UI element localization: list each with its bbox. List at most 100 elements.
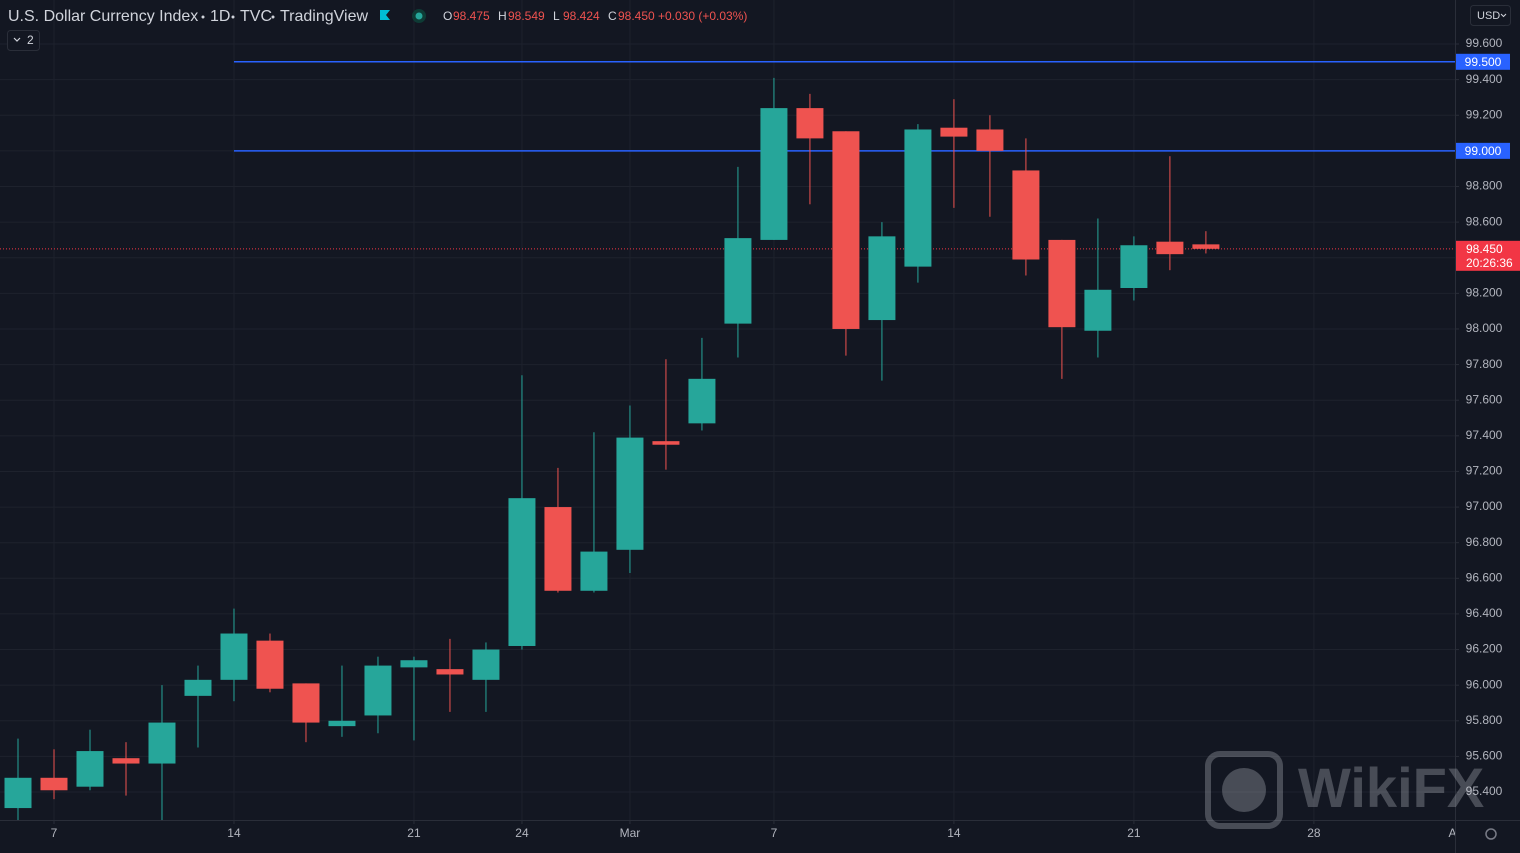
candle-body	[940, 127, 968, 137]
candle-body	[328, 720, 356, 727]
y-tick-label: 97.800	[1466, 357, 1503, 371]
settings-icon[interactable]	[1485, 828, 1497, 840]
legend-change: +0.030 (+0.03%)	[658, 9, 747, 23]
y-tick-label: 98.200	[1466, 286, 1503, 300]
price-label-box	[1456, 53, 1510, 70]
x-tick-label: 14	[947, 826, 961, 840]
y-tick-label: 96.000	[1466, 677, 1503, 691]
candle-body	[1156, 241, 1184, 255]
candle-body	[688, 378, 716, 424]
price-label: 99.000	[1465, 144, 1502, 158]
indicator-toggle-box[interactable]	[7, 30, 40, 51]
candle-body	[184, 679, 212, 696]
candle-body	[472, 649, 500, 680]
y-tick-label: 97.400	[1466, 428, 1503, 442]
y-tick-label: 95.600	[1466, 749, 1503, 763]
separator	[271, 15, 275, 19]
candle-body	[148, 722, 176, 764]
x-tick-label: 7	[771, 826, 778, 840]
legend-key: C	[608, 9, 617, 23]
candle-body	[652, 441, 680, 445]
legend-key: L	[553, 9, 560, 23]
candle-body	[760, 108, 788, 240]
legend-value: 98.549	[508, 9, 545, 23]
legend-key: O	[443, 9, 452, 23]
x-tick-label: 14	[227, 826, 241, 840]
legend-value: 98.475	[453, 9, 490, 23]
candle-body	[256, 640, 284, 689]
y-tick-label: 97.200	[1466, 464, 1503, 478]
candle-body	[868, 236, 896, 321]
x-tick-label: Apr	[1449, 826, 1468, 840]
last-price-box	[1456, 240, 1520, 271]
watermark-icon	[1205, 751, 1283, 829]
chevron-icon	[1500, 13, 1507, 18]
candle-body	[292, 683, 320, 723]
separator	[231, 15, 235, 19]
candle-body	[724, 238, 752, 324]
candle-body	[1084, 289, 1112, 331]
x-tick-label: 7	[51, 826, 58, 840]
candle-body	[76, 751, 104, 787]
gear-icon[interactable]	[1485, 828, 1497, 840]
y-tick-label: 96.200	[1466, 642, 1503, 656]
y-tick-label: 97.000	[1466, 499, 1503, 513]
candle-body	[508, 498, 536, 646]
price-label: 99.500	[1465, 55, 1502, 69]
source: TradingView	[280, 8, 368, 25]
countdown-label: 20:26:36	[1466, 256, 1513, 270]
candle-body	[1192, 244, 1220, 249]
x-tick-label: 21	[1127, 826, 1141, 840]
y-tick-label: 99.400	[1466, 72, 1503, 86]
price-label-box	[1456, 142, 1510, 159]
last-price-label: 98.450	[1466, 242, 1503, 256]
marks-layer	[0, 61, 1455, 821]
candle-body	[580, 551, 608, 591]
x-tick-label: 21	[407, 826, 421, 840]
symbol-title[interactable]: U.S. Dollar Currency Index	[8, 8, 198, 25]
separator	[201, 15, 205, 19]
candle-body	[796, 108, 824, 139]
currency-button[interactable]: USD	[1470, 5, 1511, 26]
market-status-dot	[415, 12, 423, 20]
header: U.S. Dollar Currency Index 1D TVC Tradin…	[8, 8, 426, 25]
candle-body	[976, 129, 1004, 151]
candle-body	[544, 507, 572, 591]
y-tick-label: 99.200	[1466, 107, 1503, 121]
y-tick-label: 98.000	[1466, 321, 1503, 335]
candle-body	[1120, 245, 1148, 288]
y-tick-label: 99.600	[1466, 36, 1503, 50]
candle-body	[364, 665, 392, 716]
currency-box[interactable]	[1470, 5, 1511, 26]
candle-body	[1048, 239, 1076, 328]
legend-key: H	[498, 9, 507, 23]
x-tick-labels: 7 14 21 24 Mar 7 14 21 28 Apr	[51, 820, 1468, 840]
flag-icon[interactable]	[380, 10, 390, 20]
candle-body	[1012, 170, 1040, 260]
watermark-text: WikiFX	[1298, 756, 1484, 819]
interval[interactable]: 1D	[210, 8, 230, 25]
legend-value: 98.450	[618, 9, 655, 23]
y-tick-label: 98.600	[1466, 214, 1503, 228]
candle-body	[436, 669, 464, 675]
candle-body	[40, 777, 68, 791]
x-tick-label: 28	[1307, 826, 1321, 840]
currency-label: USD	[1477, 10, 1500, 22]
y-tick-label: 98.800	[1466, 179, 1503, 193]
legend-value: 98.424	[563, 9, 600, 23]
ohlc-legend: O 98.475 H 98.549 L 98.424 C 98.450 +0.030 (+0.0…	[443, 9, 747, 23]
x-tick-label: 24	[515, 826, 529, 840]
indicator-toggle[interactable]: 2	[7, 30, 40, 51]
candle-body	[904, 129, 932, 267]
chevron-icon	[13, 37, 21, 42]
candle-body	[616, 437, 644, 550]
candle-body	[832, 131, 860, 329]
y-tick-label: 96.600	[1466, 570, 1503, 584]
indicator-count: 2	[27, 33, 34, 47]
y-tick-label: 95.400	[1466, 784, 1503, 798]
watermark-icon-inner	[1222, 768, 1266, 812]
